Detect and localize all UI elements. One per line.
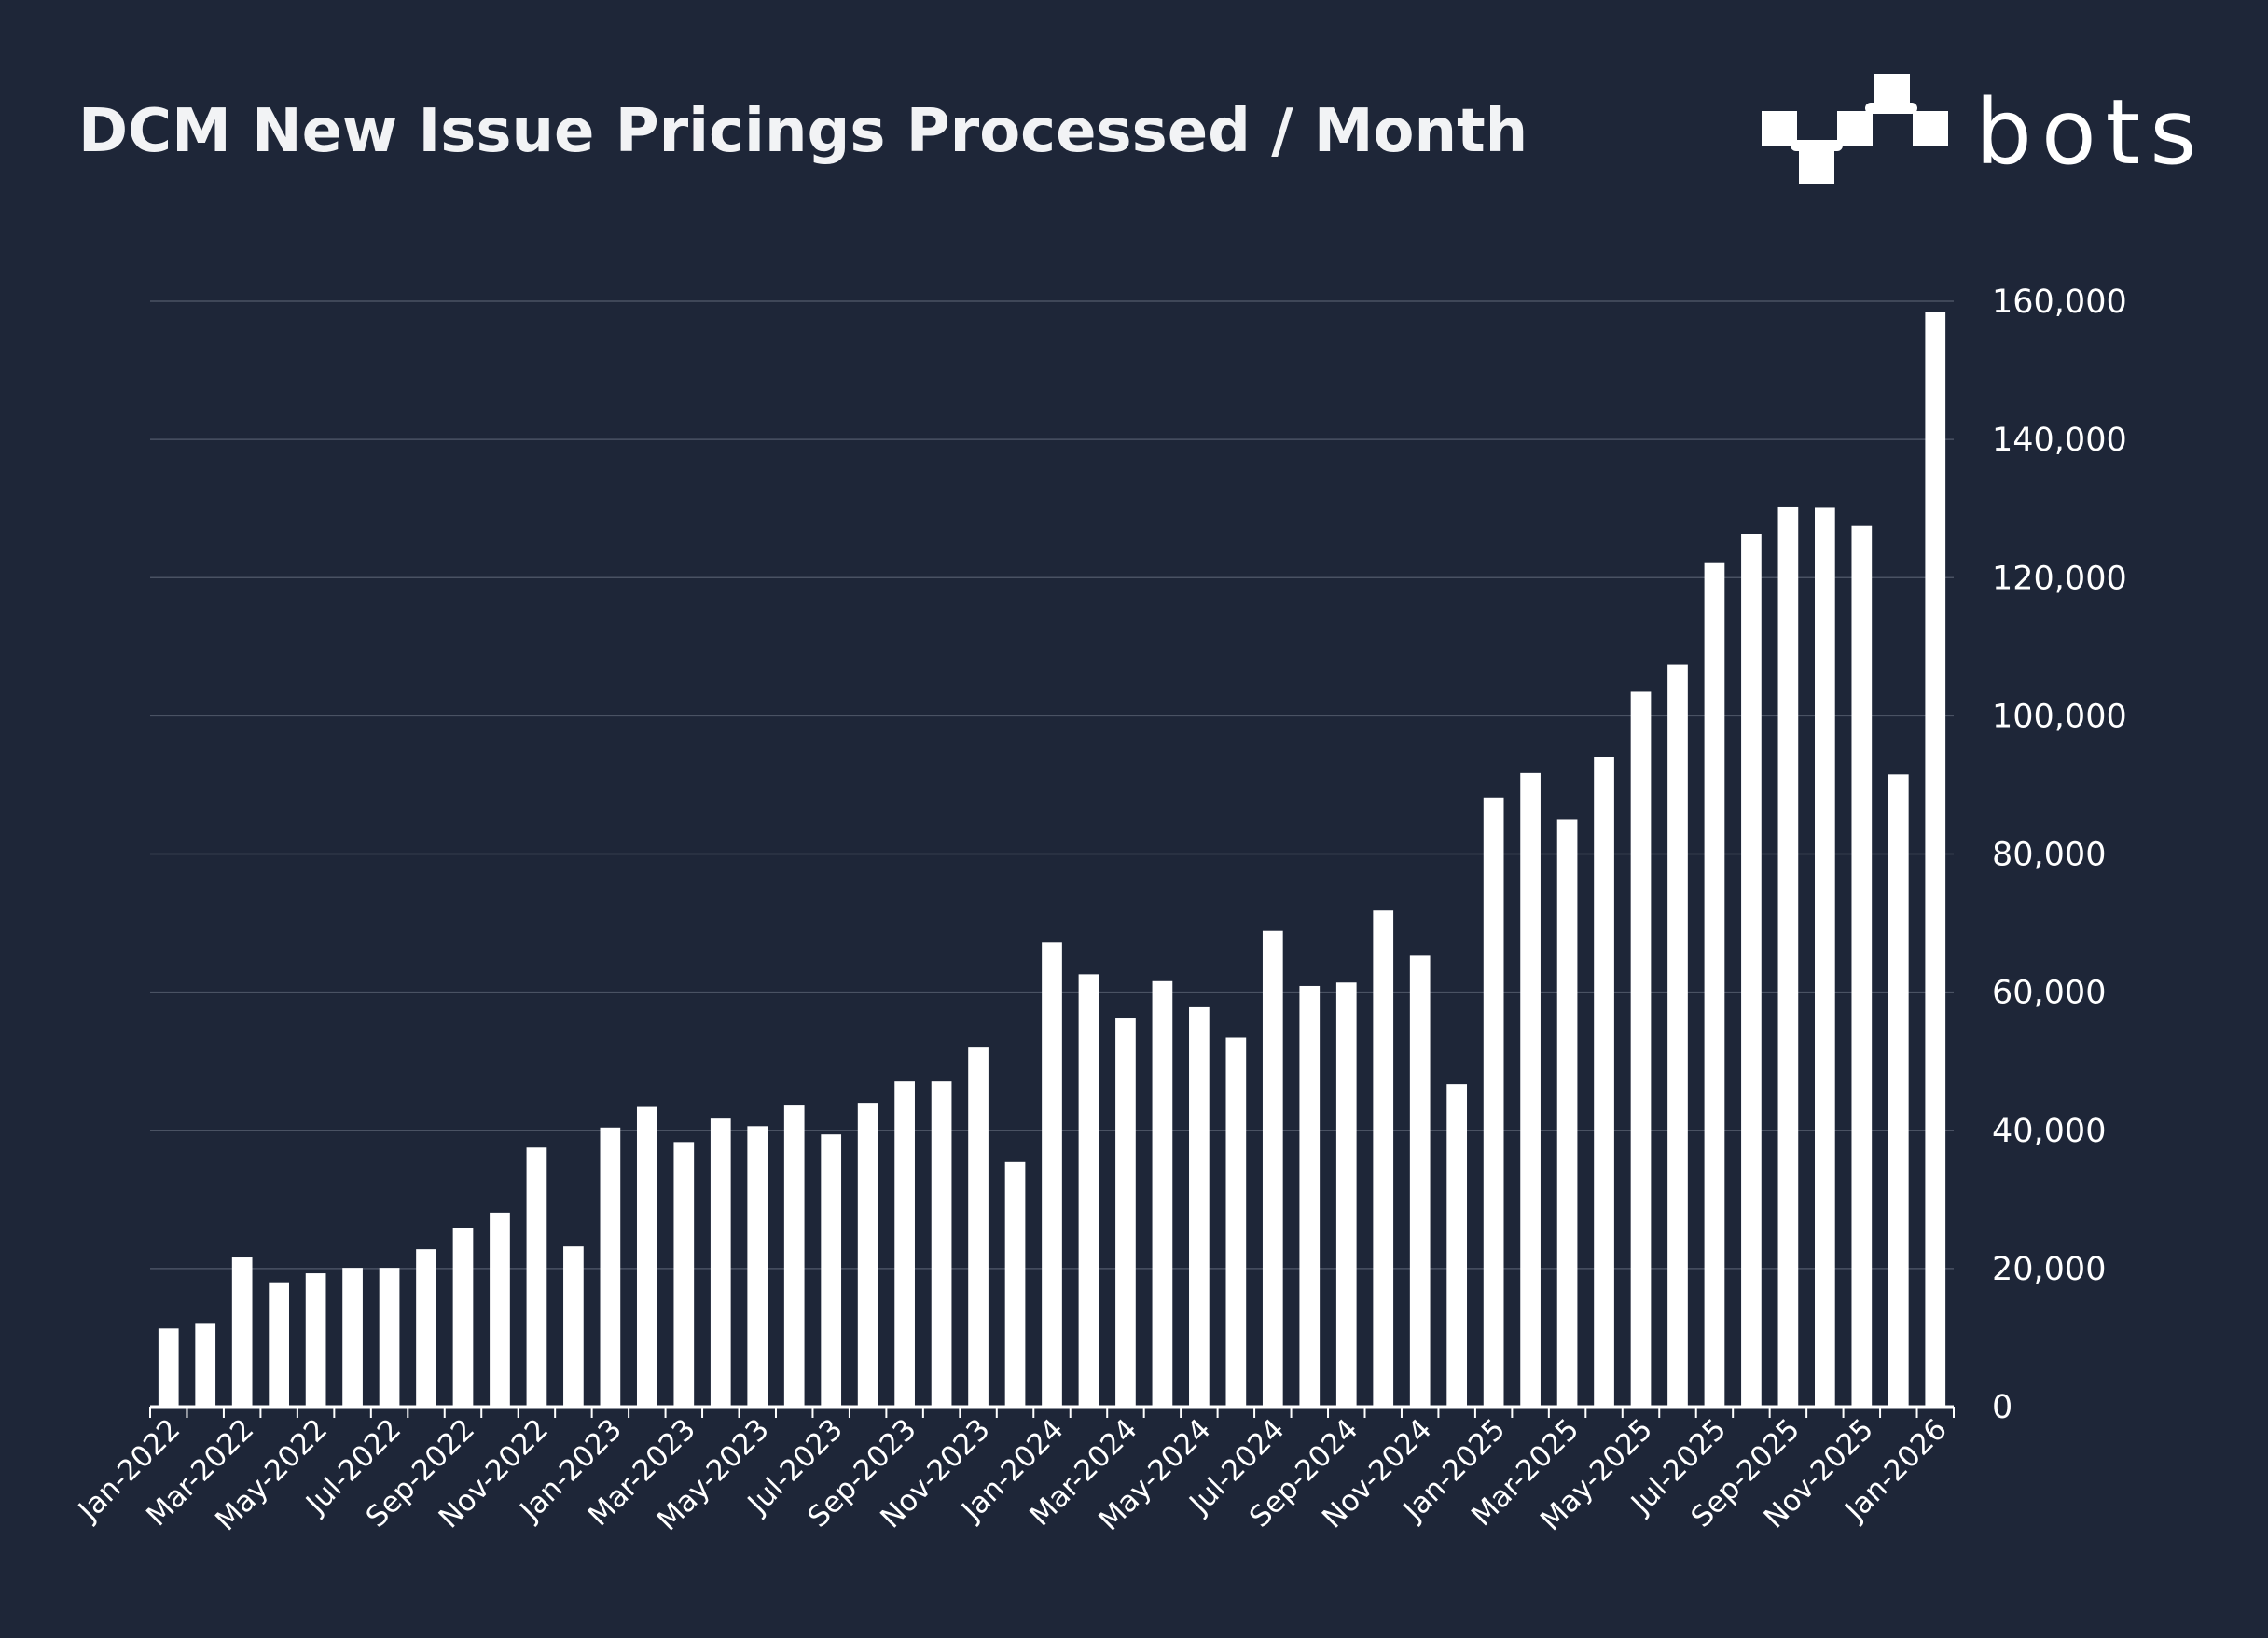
bar-Aug-2024 [1299,985,1321,1407]
logo-wordmark: bots [1975,80,2206,185]
y-tick-label: 20,000 [1992,1251,2106,1288]
bar-Jun-2025 [1667,664,1688,1407]
y-tick-label: 60,000 [1992,975,2106,1012]
bar-Feb-2025 [1520,772,1541,1407]
y-tick-label: 140,000 [1992,422,2127,459]
bar-Dec-2023 [1004,1161,1026,1407]
bar-Nov-2025 [1851,525,1873,1407]
bar-Jan-2025 [1483,797,1504,1407]
bar-Jul-2022 [379,1268,400,1407]
y-tick-label: 40,000 [1992,1113,2106,1150]
bar-Apr-2025 [1594,757,1614,1407]
bar-Oct-2025 [1815,507,1835,1407]
bar-Nov-2022 [526,1147,547,1407]
bar-Jul-2024 [1262,930,1283,1407]
bar-Apr-2022 [269,1282,289,1407]
bar-Sep-2022 [452,1228,474,1407]
bar-Nov-2024 [1409,955,1431,1407]
bar-Jan-2022 [158,1328,179,1407]
bar-Mar-2025 [1556,819,1578,1407]
bar-Nov-2023 [968,1047,989,1407]
bar-Sep-2024 [1335,982,1357,1407]
bar-Feb-2023 [636,1106,657,1407]
logo-mark-icon [1762,74,1948,184]
bar-Sep-2025 [1777,506,1799,1407]
bar-Aug-2025 [1741,534,1762,1407]
bar-Sep-2023 [894,1081,915,1407]
bar-Dec-2024 [1446,1084,1468,1407]
bar-May-2024 [1189,1006,1210,1407]
bar-May-2025 [1630,691,1652,1407]
bar-Jun-2024 [1225,1037,1247,1407]
bar-Jul-2025 [1704,562,1725,1407]
bar-Jul-2023 [821,1134,842,1407]
y-tick-label: 80,000 [1992,837,2106,874]
bar-Aug-2022 [416,1249,436,1407]
chart-title: DCM New Issue Pricings Processed / Month [78,97,1528,166]
bar-Jan-2024 [1042,942,1062,1407]
y-tick-label: 120,000 [1992,560,2127,597]
bar-Oct-2022 [490,1212,510,1407]
bar-Mar-2024 [1115,1018,1136,1407]
bar-Jan-2026 [1925,312,1946,1407]
bar-May-2022 [305,1273,326,1407]
bar-Apr-2024 [1152,980,1173,1407]
bar-May-2023 [747,1126,768,1407]
bar-Dec-2022 [563,1246,584,1407]
y-tick-label: 160,000 [1992,284,2127,321]
bar-Dec-2025 [1888,774,1909,1407]
bar-Apr-2023 [710,1118,731,1407]
bots-logo: bots [1762,74,2206,185]
bar-Feb-2024 [1078,974,1099,1407]
bar-Mar-2022 [231,1257,253,1407]
bar-Mar-2023 [673,1142,695,1407]
bar-Oct-2024 [1373,910,1394,1407]
bar-Jun-2023 [783,1105,805,1407]
bar-Jun-2022 [342,1268,363,1407]
bar-Feb-2022 [195,1323,216,1407]
y-tick-label: 100,000 [1992,698,2127,735]
bar-Jan-2023 [600,1127,621,1407]
y-tick-label: 0 [1992,1389,2012,1426]
bar-Oct-2023 [931,1081,952,1407]
bar-Aug-2023 [857,1103,878,1407]
